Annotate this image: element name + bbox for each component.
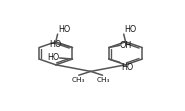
Text: HO: HO <box>125 25 137 34</box>
Text: HO: HO <box>121 63 133 72</box>
Text: HO: HO <box>58 25 71 34</box>
Text: HO: HO <box>47 54 60 62</box>
Text: CH₃: CH₃ <box>96 77 110 83</box>
Text: CH₃: CH₃ <box>71 77 85 83</box>
Text: OH: OH <box>120 41 132 50</box>
Text: HO: HO <box>49 40 61 49</box>
